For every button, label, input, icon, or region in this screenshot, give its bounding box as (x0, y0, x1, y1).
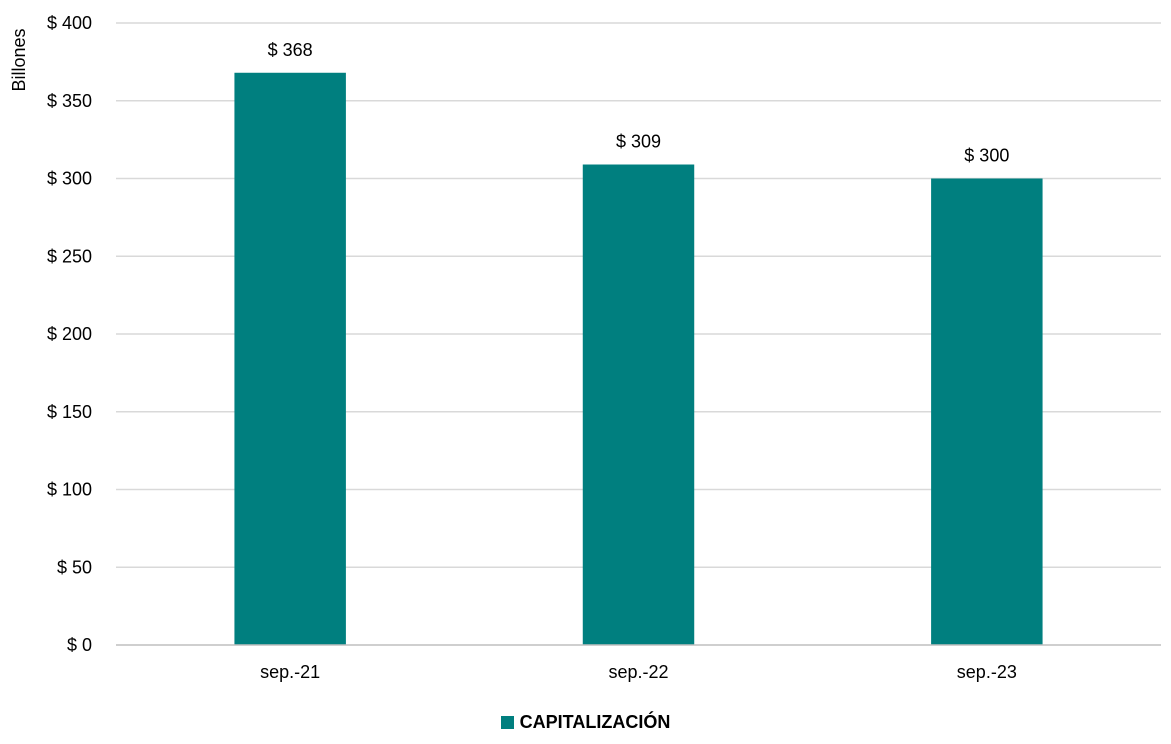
y-tick-label: $ 150 (47, 402, 92, 422)
bar (234, 72, 346, 645)
data-label: $ 368 (268, 40, 313, 60)
y-tick-label: $ 400 (47, 13, 92, 33)
legend-swatch-icon (500, 716, 514, 729)
y-tick-label: $ 50 (57, 557, 92, 577)
x-axis: sep.-21 sep.-22 sep.-23 (116, 644, 1161, 682)
bars (234, 72, 1043, 645)
y-tick-label: $ 250 (47, 246, 92, 266)
x-tick-label: sep.-22 (608, 662, 668, 682)
y-tick-label: $ 100 (47, 480, 92, 500)
bar (931, 178, 1043, 645)
legend: CAPITALIZACIÓN (0, 712, 1171, 733)
bar (582, 164, 695, 645)
y-tick-label: $ 300 (47, 169, 92, 189)
x-tick-label: sep.-21 (260, 662, 320, 682)
y-axis: $ 0 $ 50 $ 100 $ 150 $ 200 $ 250 $ 300 $ 350 $ 4… (47, 13, 92, 655)
data-label: $ 309 (616, 132, 661, 152)
data-label: $ 300 (964, 146, 1009, 166)
y-tick-label: $ 350 (47, 91, 92, 111)
y-tick-label: $ 200 (47, 324, 92, 344)
y-axis-title: Billones (9, 28, 29, 91)
y-tick-label: $ 0 (67, 635, 92, 655)
legend-label: CAPITALIZACIÓN (519, 712, 671, 732)
data-labels: $ 368 $ 309 $ 300 (268, 40, 1010, 166)
x-tick-label: sep.-23 (957, 662, 1017, 682)
